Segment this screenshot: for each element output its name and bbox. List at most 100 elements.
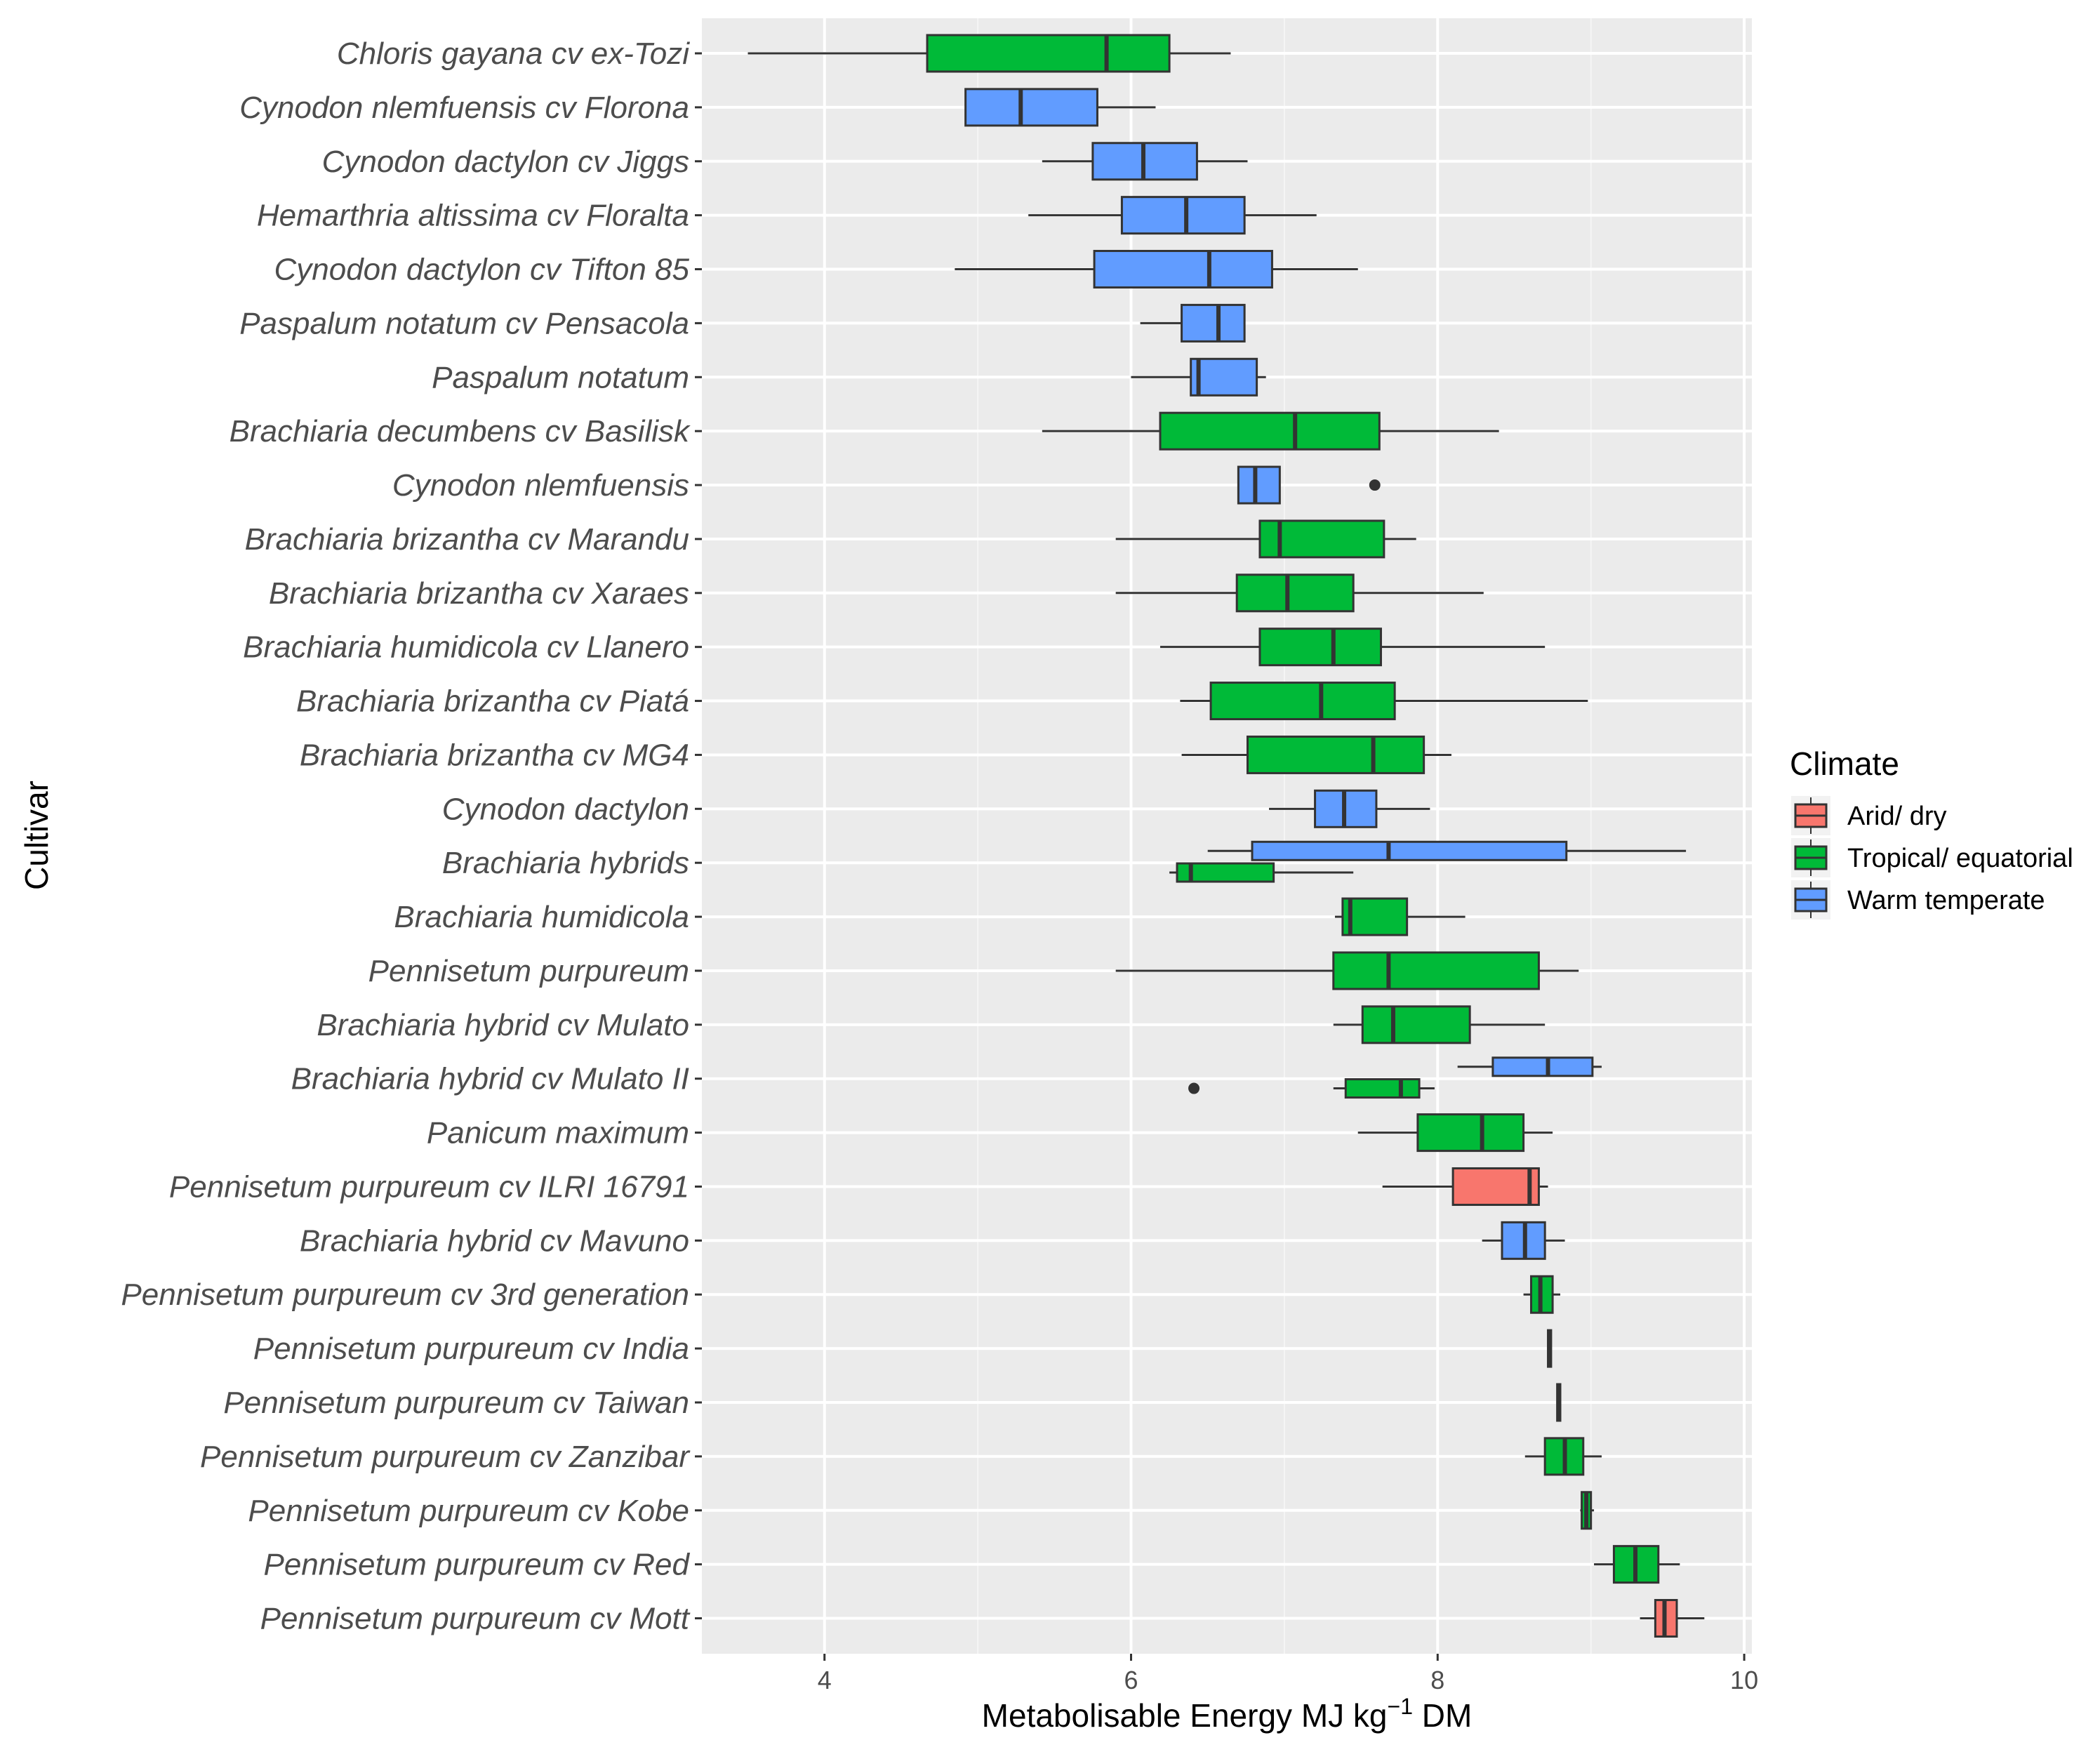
y-tick-label: Cynodon dactylon [442, 792, 689, 826]
boxplot [1237, 465, 1381, 505]
legend-label: Arid/ dry [1847, 802, 1946, 831]
x-axis-title: Metabolisable Energy MJ kg−1 DM [982, 1694, 1473, 1734]
x-tick-label: 8 [1430, 1666, 1444, 1694]
y-tick-label: Brachiaria humidicola cv Llanero [243, 630, 689, 665]
boxplot [1640, 1599, 1705, 1638]
legend-item: Warm temperate [1791, 880, 2045, 920]
y-axis-title: Cultivar [18, 781, 55, 890]
boxplot [1169, 862, 1354, 883]
y-tick-label: Brachiaria brizantha cv Xaraes [269, 576, 689, 611]
y-tick-label: Pennisetum purpureum cv Kobe [248, 1494, 689, 1528]
box [926, 34, 1171, 73]
y-tick-label: Brachiaria brizantha cv MG4 [300, 738, 689, 772]
box [1181, 303, 1246, 343]
y-tick-label: Hemarthria altissima cv Floralta [257, 199, 689, 233]
minor-gridlines [977, 18, 1592, 1654]
boxplot [1115, 951, 1579, 990]
boxplot [1357, 1113, 1553, 1153]
boxplot [1159, 628, 1546, 667]
boxplot [1556, 1383, 1562, 1422]
y-tick-label: Cynodon dactylon cv Jiggs [322, 145, 689, 179]
box [1258, 628, 1382, 667]
y-tick-label: Brachiaria hybrids [442, 846, 689, 880]
boxplot [1140, 303, 1246, 343]
boxplot [1333, 1005, 1546, 1044]
boxplot [747, 34, 1231, 73]
y-tick-label: Panicum maximum [427, 1116, 689, 1150]
boxplot [1580, 1491, 1595, 1530]
y-tick-label: Pennisetum purpureum cv India [253, 1332, 689, 1366]
x-axis-title-superscript: −1 [1388, 1694, 1413, 1719]
plot-panel [702, 18, 1752, 1654]
y-tick-label: Brachiaria hybrid cv Mulato [317, 1008, 689, 1042]
box [1416, 1113, 1525, 1153]
y-tick-label: Pennisetum purpureum cv ILRI 16791 [169, 1169, 689, 1204]
boxplot [1524, 1437, 1602, 1476]
outlier-point [1188, 1082, 1200, 1094]
boxplot [1457, 1056, 1602, 1077]
y-tick-label: Pennisetum purpureum [368, 954, 689, 988]
boxplot [1523, 1275, 1561, 1314]
y-tick-label: Brachiaria hybrid cv Mulato II [291, 1062, 689, 1096]
boxplot [1181, 735, 1451, 774]
box [1451, 1167, 1540, 1206]
boxplot [1269, 789, 1430, 828]
boxplots [747, 34, 1705, 1638]
boxplot [955, 250, 1358, 289]
box [1120, 196, 1246, 235]
legend-item: Arid/ dry [1791, 796, 1946, 835]
x-axis-title-suffix: DM [1413, 1697, 1472, 1734]
boxplot [1028, 196, 1317, 235]
x-tick-label: 4 [818, 1666, 832, 1694]
y-tick-label: Brachiaria hybrid cv Mavuno [300, 1223, 689, 1258]
box [1341, 897, 1409, 936]
y-tick-label: Cynodon dactylon cv Tifton 85 [274, 253, 689, 287]
y-tick-label: Brachiaria decumbens cv Basilisk [230, 414, 691, 449]
boxplot [1042, 142, 1248, 181]
legend-label: Tropical/ equatorial [1847, 844, 2073, 873]
boxplot [1115, 573, 1484, 613]
box [1176, 862, 1275, 883]
box [1159, 411, 1381, 451]
boxplot [1482, 1221, 1565, 1260]
boxplot [964, 88, 1156, 127]
legend-title: Climate [1790, 745, 1899, 782]
boxplot [1042, 411, 1499, 451]
boxplot [1115, 519, 1416, 559]
boxplot [1207, 840, 1687, 861]
legend: Climate Arid/ dry Tropical/ equatorial War… [1790, 745, 2073, 920]
box [1209, 682, 1396, 721]
boxplot [1334, 897, 1466, 936]
box [1190, 357, 1258, 397]
boxplot [1594, 1545, 1680, 1584]
y-tick-label: Cynodon nlemfuensis cv Florona [239, 91, 689, 125]
box [1237, 465, 1281, 505]
y-tick-label: Chloris gayana cv ex-Tozi [337, 36, 690, 71]
legend-label: Warm temperate [1847, 886, 2045, 915]
y-tick-label: Brachiaria brizantha cv Piatá [296, 684, 689, 719]
box [1491, 1056, 1594, 1077]
x-tick-label: 10 [1730, 1666, 1758, 1694]
x-axis-title-main: Metabolisable Energy MJ kg [982, 1697, 1388, 1734]
box [1344, 1078, 1421, 1099]
box [1093, 250, 1273, 289]
box [1251, 840, 1568, 861]
box [1235, 573, 1355, 613]
box [1246, 735, 1426, 774]
boxplot [1131, 357, 1266, 397]
x-tick-label: 6 [1124, 1666, 1138, 1694]
x-axis: 4 6 8 10 [818, 1654, 1758, 1694]
y-axis: Chloris gayana cv ex-Tozi Cynodon nlemfue… [121, 36, 702, 1636]
box [964, 88, 1098, 127]
y-tick-label: Paspalum notatum [432, 360, 689, 394]
y-tick-label: Pennisetum purpureum cv Zanzibar [200, 1440, 691, 1474]
boxplot [1188, 1078, 1435, 1099]
legend-items: Arid/ dry Tropical/ equatorial Warm temper… [1791, 796, 2073, 920]
outlier-point [1369, 479, 1381, 491]
y-tick-label: Pennisetum purpureum cv Red [263, 1548, 690, 1582]
box [1332, 951, 1540, 990]
boxplot [1180, 682, 1588, 721]
legend-item: Tropical/ equatorial [1791, 838, 2073, 877]
boxplot [1382, 1167, 1548, 1206]
